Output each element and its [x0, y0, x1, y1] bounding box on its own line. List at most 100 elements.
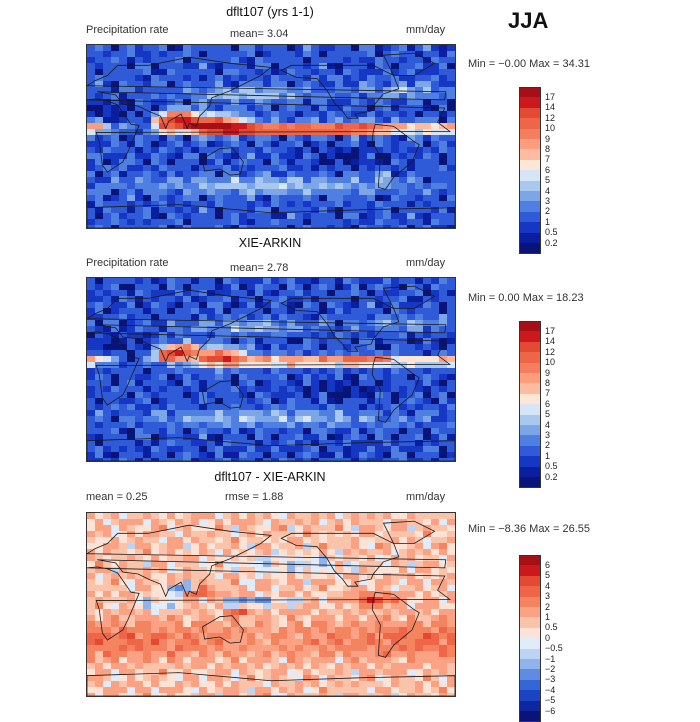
field-cell	[423, 320, 432, 327]
field-cell	[239, 621, 248, 628]
field-cell	[247, 531, 256, 538]
field-cell	[199, 344, 208, 351]
colorbar-level-label: 4	[545, 419, 551, 430]
field-cell	[431, 81, 440, 88]
field-cell	[335, 525, 344, 532]
field-cell	[199, 645, 208, 652]
field-cell	[319, 356, 328, 363]
field-cell	[271, 585, 280, 592]
field-cell	[111, 657, 120, 664]
field-cell	[95, 651, 104, 658]
field-cell	[127, 290, 136, 297]
field-cell	[351, 63, 360, 70]
field-cell	[223, 404, 232, 411]
field-cell	[375, 147, 384, 154]
field-cell	[327, 609, 336, 616]
field-cell	[431, 129, 440, 136]
field-cell	[199, 135, 208, 142]
field-cell	[231, 386, 240, 393]
field-cell	[127, 675, 136, 682]
field-cell	[215, 213, 224, 220]
field-cell	[415, 57, 424, 64]
field-cell	[271, 57, 280, 64]
field-cell	[135, 392, 144, 399]
field-cell	[231, 651, 240, 658]
field-cell	[295, 284, 304, 291]
field-cell	[287, 693, 296, 696]
field-cell	[359, 195, 368, 202]
field-cell	[423, 153, 432, 160]
field-cell	[215, 675, 224, 682]
field-cell	[167, 404, 176, 411]
field-cell	[415, 549, 424, 556]
field-cell	[335, 129, 344, 136]
field-cell	[311, 537, 320, 544]
field-cell	[199, 428, 208, 435]
field-cell	[223, 561, 232, 568]
field-cell	[207, 416, 216, 423]
field-cell	[199, 87, 208, 94]
field-cell	[415, 651, 424, 658]
field-cell	[335, 621, 344, 628]
field-cell	[103, 117, 112, 124]
field-cell	[375, 117, 384, 124]
field-cell	[439, 615, 448, 622]
field-cell	[415, 213, 424, 220]
field-cell	[359, 117, 368, 124]
field-cell	[175, 525, 184, 532]
field-cell	[103, 458, 112, 461]
field-cell	[423, 537, 432, 544]
field-cell	[263, 687, 272, 694]
field-cell	[311, 81, 320, 88]
colorbar-level-label: 7	[545, 154, 551, 165]
field-cell	[287, 69, 296, 76]
field-cell	[335, 422, 344, 429]
field-cell	[407, 290, 416, 297]
field-cell	[119, 296, 128, 303]
field-cell	[367, 81, 376, 88]
field-cell	[431, 579, 440, 586]
field-cell	[127, 189, 136, 196]
field-cell	[239, 434, 248, 441]
field-cell	[175, 422, 184, 429]
field-cell	[95, 422, 104, 429]
field-cell	[287, 314, 296, 321]
field-cell	[143, 537, 152, 544]
field-cell	[407, 51, 416, 58]
field-cell	[423, 45, 432, 52]
field-cell	[111, 458, 120, 461]
field-cell	[359, 693, 368, 696]
field-cell	[359, 561, 368, 568]
field-cell	[191, 171, 200, 178]
field-cell	[423, 81, 432, 88]
field-cell	[287, 452, 296, 459]
field-cell	[287, 189, 296, 196]
field-cell	[119, 147, 128, 154]
field-cell	[231, 621, 240, 628]
field-cell	[295, 428, 304, 435]
field-cell	[359, 147, 368, 154]
field-cell	[143, 171, 152, 178]
panel-3-map	[86, 512, 456, 697]
field-cell	[287, 123, 296, 130]
field-cell	[247, 404, 256, 411]
field-cell	[383, 519, 392, 526]
field-cell	[215, 567, 224, 574]
field-cell	[87, 189, 96, 196]
field-cell	[135, 555, 144, 562]
field-cell	[159, 681, 168, 688]
colorbar-swatch	[519, 659, 541, 670]
field-cell	[207, 579, 216, 586]
field-cell	[431, 386, 440, 393]
field-cell	[391, 380, 400, 387]
field-cell	[119, 615, 128, 622]
field-cell	[343, 284, 352, 291]
field-cell	[143, 159, 152, 166]
field-cell	[103, 368, 112, 375]
field-cell	[247, 296, 256, 303]
field-cell	[167, 687, 176, 694]
field-cell	[207, 422, 216, 429]
field-cell	[207, 458, 216, 461]
field-cell	[439, 675, 448, 682]
field-cell	[415, 51, 424, 58]
